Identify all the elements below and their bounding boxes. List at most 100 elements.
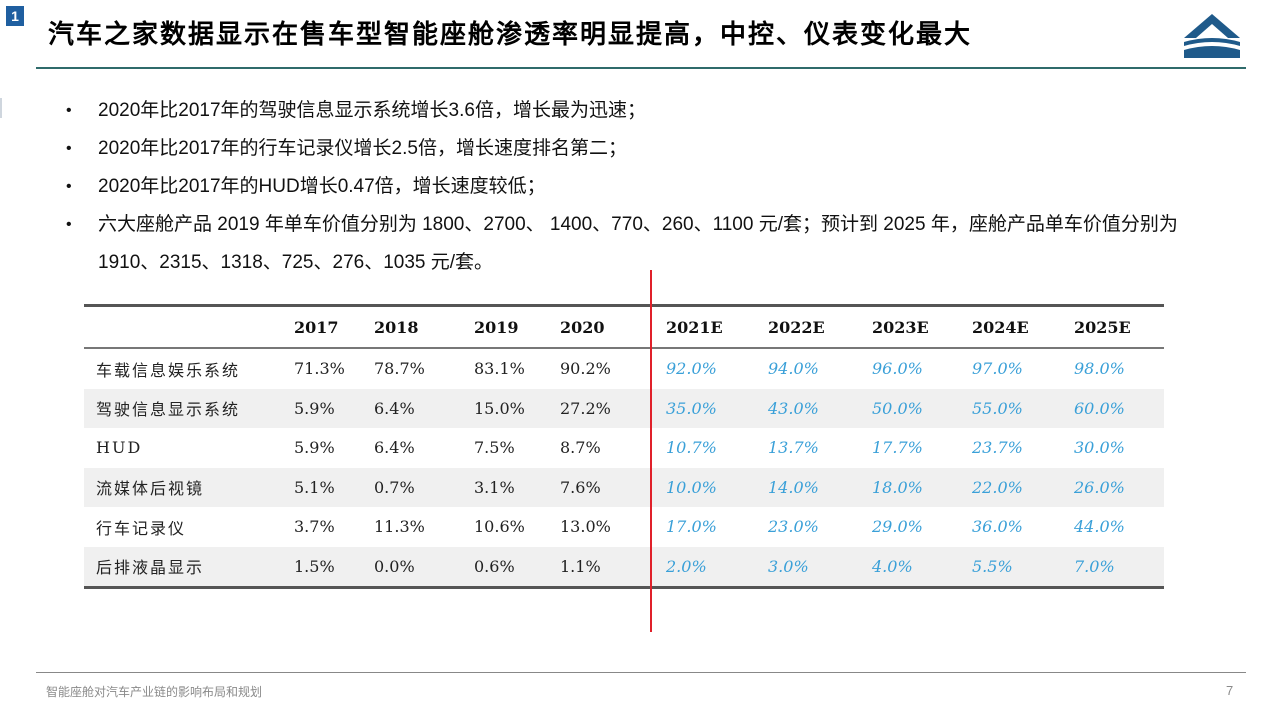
bullet-dot-icon: • xyxy=(66,102,72,119)
estimate-cell: 2.0% xyxy=(666,556,707,576)
bullet-item: • 六大座舱产品 2019 年单车价值分别为 1800、2700、 1400、77… xyxy=(66,206,1216,282)
estimate-cell: 17.7% xyxy=(872,438,923,458)
bullet-dot-icon: • xyxy=(66,140,72,157)
estimate-cell: 13.7% xyxy=(768,438,819,458)
bullet-item: • 2020年比2017年的HUD增长0.47倍，增长速度较低； xyxy=(66,168,1216,206)
table-header-cell: 2019 xyxy=(474,317,519,337)
estimate-cell: 60.0% xyxy=(1074,398,1125,418)
table-cell: 10.6% xyxy=(474,517,525,537)
table-header-cell: 2020 xyxy=(560,317,605,337)
estimate-cell: 43.0% xyxy=(768,398,819,418)
estimate-cell: 94.0% xyxy=(768,359,819,379)
table-row: 行车记录仪 3.7% 11.3% 10.6% 13.0% 17.0% 23.0%… xyxy=(84,507,1164,547)
estimate-cell: 36.0% xyxy=(972,517,1023,537)
estimate-cell: 10.0% xyxy=(666,477,717,497)
footer-title: 智能座舱对汽车产业链的影响布局和规划 xyxy=(46,685,263,699)
estimate-cell: 3.0% xyxy=(768,556,809,576)
table-row: HUD 5.9% 6.4% 7.5% 8.7% 10.7% 13.7% 17.7… xyxy=(84,428,1164,468)
estimate-cell: 23.0% xyxy=(768,517,819,537)
estimate-cell: 22.0% xyxy=(972,477,1023,497)
row-label: HUD xyxy=(96,438,143,458)
table-header-cell: 2023E xyxy=(872,317,929,337)
table-row: 驾驶信息显示系统 5.9% 6.4% 15.0% 27.2% 35.0% 43.… xyxy=(84,388,1164,428)
page-number: 7 xyxy=(1226,683,1234,698)
bullet-dot-icon: • xyxy=(66,216,72,233)
estimate-cell: 4.0% xyxy=(872,556,913,576)
estimate-cell: 55.0% xyxy=(972,398,1023,418)
table-cell: 83.1% xyxy=(474,359,525,379)
table-cell: 5.9% xyxy=(294,398,335,418)
table-row: 流媒体后视镜 5.1% 0.7% 3.1% 7.6% 10.0% 14.0% 1… xyxy=(84,467,1164,507)
bullet-text: 2020年比2017年的行车记录仪增长2.5倍，增长速度排名第二； xyxy=(98,138,627,159)
estimate-cell: 29.0% xyxy=(872,517,923,537)
table-header-cell: 2018 xyxy=(374,317,419,337)
bullet-text: 2020年比2017年的HUD增长0.47倍，增长速度较低； xyxy=(98,176,546,197)
table-cell: 11.3% xyxy=(374,517,425,537)
table-cell: 7.5% xyxy=(474,438,515,458)
page-title: 汽车之家数据显示在售车型智能座舱渗透率明显提高，中控、仪表变化最大 xyxy=(48,20,973,50)
estimate-divider-line xyxy=(650,270,652,632)
row-label: 流媒体后视镜 xyxy=(96,479,205,499)
penetration-table: 2017 2018 2019 2020 2021E 2022E 2023E 20… xyxy=(84,304,1164,589)
bullet-item: • 2020年比2017年的行车记录仪增长2.5倍，增长速度排名第二； xyxy=(66,130,1216,168)
table-header-cell: 2024E xyxy=(972,317,1029,337)
table-cell: 13.0% xyxy=(560,517,611,537)
estimate-cell: 14.0% xyxy=(768,477,819,497)
row-label: 后排液晶显示 xyxy=(96,558,205,578)
table-cell: 1.1% xyxy=(560,556,601,576)
bullet-item: • 2020年比2017年的驾驶信息显示系统增长3.6倍，增长最为迅速； xyxy=(66,92,1216,130)
estimate-cell: 98.0% xyxy=(1074,359,1125,379)
table-cell: 0.7% xyxy=(374,477,415,497)
table-cell: 1.5% xyxy=(294,556,335,576)
table-cell: 27.2% xyxy=(560,398,611,418)
estimate-cell: 30.0% xyxy=(1074,438,1125,458)
table-cell: 8.7% xyxy=(560,438,601,458)
table-cell: 71.3% xyxy=(294,359,345,379)
table-cell: 6.4% xyxy=(374,438,415,458)
row-label: 行车记录仪 xyxy=(96,518,187,538)
header-divider xyxy=(36,67,1246,69)
table-row: 后排液晶显示 1.5% 0.0% 0.6% 1.1% 2.0% 3.0% 4.0… xyxy=(84,546,1164,588)
company-logo-icon xyxy=(1184,14,1240,58)
slide-number-badge: 1 xyxy=(6,6,24,26)
estimate-cell: 35.0% xyxy=(666,398,717,418)
footer-divider xyxy=(36,672,1246,673)
estimate-cell: 97.0% xyxy=(972,359,1023,379)
table-header-cell: 2025E xyxy=(1074,317,1131,337)
table-cell: 78.7% xyxy=(374,359,425,379)
estimate-cell: 23.7% xyxy=(972,438,1023,458)
estimate-cell: 50.0% xyxy=(872,398,923,418)
estimate-cell: 5.5% xyxy=(972,556,1013,576)
estimate-cell: 26.0% xyxy=(1074,477,1125,497)
row-label: 车载信息娱乐系统 xyxy=(96,360,241,380)
estimate-cell: 96.0% xyxy=(872,359,923,379)
estimate-cell: 17.0% xyxy=(666,517,717,537)
estimate-cell: 7.0% xyxy=(1074,556,1115,576)
table-cell: 7.6% xyxy=(560,477,601,497)
table-header-cell: 2022E xyxy=(768,317,825,337)
table-header-row: 2017 2018 2019 2020 2021E 2022E 2023E 20… xyxy=(84,305,1164,349)
bullet-text: 六大座舱产品 2019 年单车价值分别为 1800、2700、 1400、770… xyxy=(98,214,1178,273)
table-header-cell xyxy=(84,306,282,349)
table-cell: 3.1% xyxy=(474,477,515,497)
table-cell: 0.6% xyxy=(474,556,515,576)
table-cell: 90.2% xyxy=(560,359,611,379)
table-cell: 15.0% xyxy=(474,398,525,418)
estimate-cell: 10.7% xyxy=(666,438,717,458)
row-label: 驾驶信息显示系统 xyxy=(96,400,241,420)
table-cell: 3.7% xyxy=(294,517,335,537)
estimate-cell: 92.0% xyxy=(666,359,717,379)
side-marker xyxy=(0,98,2,118)
estimate-cell: 18.0% xyxy=(872,477,923,497)
bullet-dot-icon: • xyxy=(66,178,72,195)
table-row: 车载信息娱乐系统 71.3% 78.7% 83.1% 90.2% 92.0% 9… xyxy=(84,348,1164,389)
table-cell: 6.4% xyxy=(374,398,415,418)
estimate-cell: 44.0% xyxy=(1074,517,1125,537)
table-header-cell: 2017 xyxy=(294,317,339,337)
table-cell: 5.9% xyxy=(294,438,335,458)
table-cell: 0.0% xyxy=(374,556,415,576)
table-header-cell: 2021E xyxy=(666,317,723,337)
table-cell: 5.1% xyxy=(294,477,335,497)
bullet-text: 2020年比2017年的驾驶信息显示系统增长3.6倍，增长最为迅速； xyxy=(98,100,646,121)
bullet-list: • 2020年比2017年的驾驶信息显示系统增长3.6倍，增长最为迅速； • 202… xyxy=(66,92,1216,282)
